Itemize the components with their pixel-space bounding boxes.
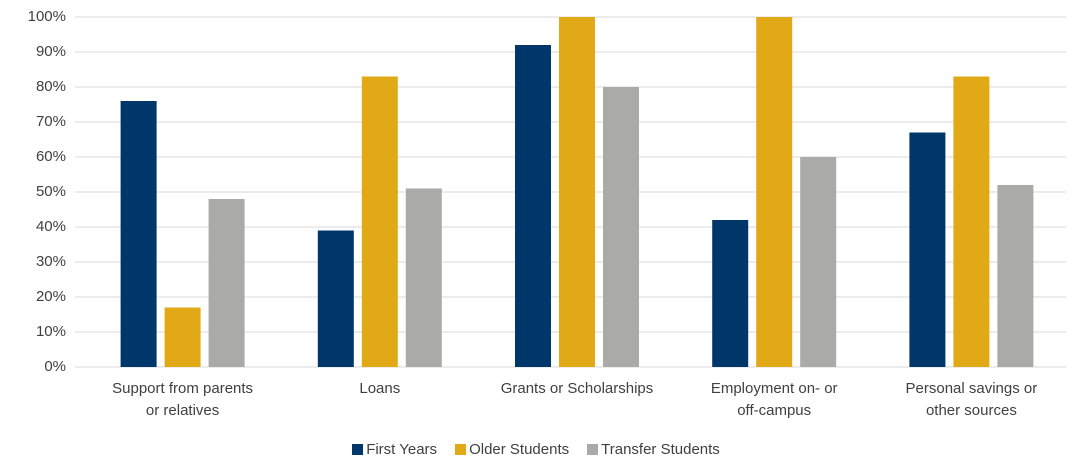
y-tick-label: 90% bbox=[36, 43, 66, 60]
y-tick-label: 40% bbox=[36, 218, 66, 235]
y-tick-label: 100% bbox=[28, 8, 66, 25]
legend-swatch bbox=[352, 444, 364, 455]
bar bbox=[515, 45, 551, 367]
y-tick-label: 30% bbox=[36, 253, 66, 270]
y-tick-label: 20% bbox=[36, 288, 66, 305]
x-tick-label: Support from parents or relatives bbox=[112, 380, 254, 419]
legend-item: Older Students bbox=[455, 441, 569, 458]
bar bbox=[909, 132, 946, 367]
legend-item: First Years bbox=[352, 441, 437, 458]
legend-swatch bbox=[455, 444, 467, 455]
y-tick-label: 60% bbox=[36, 148, 66, 165]
bar bbox=[120, 101, 157, 367]
x-tick-label: Employment on- or off-campus bbox=[710, 380, 838, 419]
bar bbox=[800, 157, 837, 367]
y-tick-label: 50% bbox=[36, 183, 66, 200]
legend-label: First Years bbox=[366, 441, 438, 458]
bar bbox=[164, 307, 201, 367]
y-tick-label: 80% bbox=[36, 78, 66, 95]
bar bbox=[756, 17, 793, 367]
bar bbox=[317, 230, 354, 367]
legend-item: Transfer Students bbox=[587, 441, 720, 458]
legend-label: Transfer Students bbox=[601, 441, 720, 458]
x-tick-label: Loans bbox=[359, 380, 401, 397]
y-tick-label: 0% bbox=[44, 358, 66, 375]
bar bbox=[603, 87, 639, 367]
x-tick-label: Grants or Scholarships bbox=[500, 380, 654, 397]
bar bbox=[559, 17, 595, 367]
y-tick-label: 10% bbox=[36, 323, 66, 340]
x-tick-label: Personal savings or other sources bbox=[905, 380, 1038, 419]
bar bbox=[361, 76, 398, 367]
y-tick-label: 70% bbox=[36, 113, 66, 130]
bar bbox=[712, 220, 749, 367]
bar bbox=[953, 76, 990, 367]
bar bbox=[405, 188, 442, 367]
legend-swatch bbox=[587, 444, 599, 455]
bar bbox=[997, 185, 1034, 367]
legend: First Years Older Students Transfer Studen… bbox=[0, 441, 1072, 458]
bar bbox=[208, 199, 245, 367]
legend-label: Older Students bbox=[469, 441, 570, 458]
